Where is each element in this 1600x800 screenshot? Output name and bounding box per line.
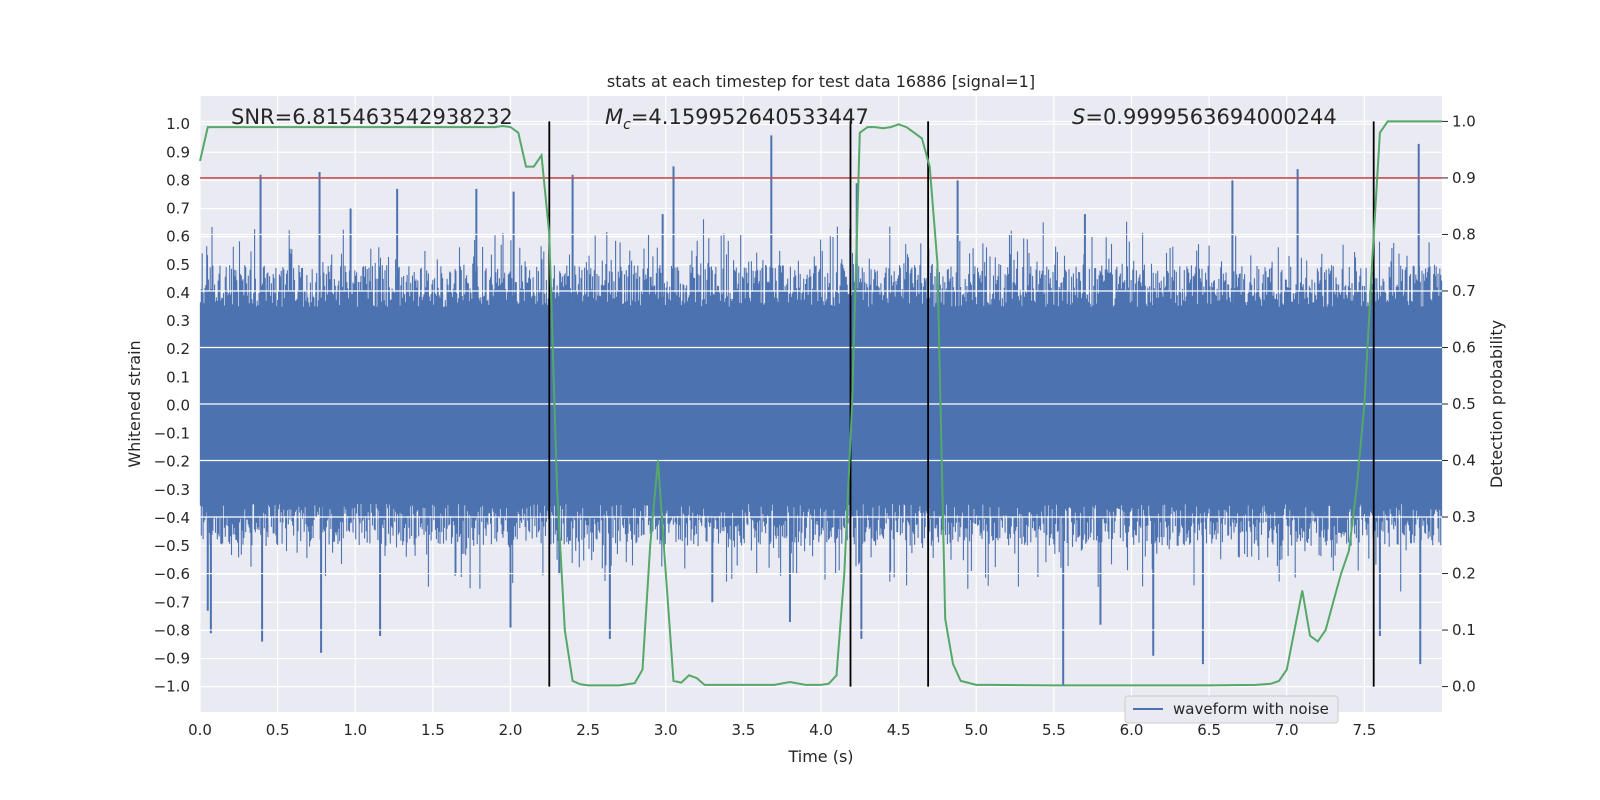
mc-symbol: M xyxy=(605,105,623,129)
y-tick-label: 0.2 xyxy=(166,340,190,358)
y-tick-label: −0.2 xyxy=(154,453,190,471)
x-tick-label: 4.5 xyxy=(887,721,911,739)
y2-tick-label: 0.1 xyxy=(1452,621,1476,639)
y2-tick-label: 0.4 xyxy=(1452,452,1476,470)
y-tick-label: 0.5 xyxy=(166,256,190,274)
y2-tick-label: 0.6 xyxy=(1452,338,1476,356)
y-tick-label: 0.6 xyxy=(166,228,190,246)
y-tick-label: 0.7 xyxy=(166,200,190,218)
y2-tick-label: 0.9 xyxy=(1452,169,1476,187)
x-tick-label: 0.0 xyxy=(188,721,212,739)
y2-tick-label: 0.5 xyxy=(1452,395,1476,413)
y-tick-label: 0.8 xyxy=(166,171,190,189)
y-tick-label: 0.0 xyxy=(166,396,190,414)
y-tick-label: −0.3 xyxy=(154,481,190,499)
y2-tick-label: 0.7 xyxy=(1452,282,1476,300)
y2-tick-label: 0.8 xyxy=(1452,225,1476,243)
x-tick-label: 5.5 xyxy=(1042,721,1066,739)
legend-box xyxy=(1124,695,1339,724)
chart-title: stats at each timestep for test data 168… xyxy=(607,72,1035,91)
y-tick-label: −0.1 xyxy=(154,425,190,443)
x-tick-label: 2.5 xyxy=(576,721,600,739)
y2-tick-label: 0.0 xyxy=(1452,678,1476,696)
x-tick-label: 0.5 xyxy=(266,721,290,739)
y-tick-label: 0.3 xyxy=(166,312,190,330)
mc-value: =4.159952640533447 xyxy=(631,105,869,129)
y-tick-label: −0.8 xyxy=(154,621,190,639)
snr-annotation: SNR=6.815463542938232 xyxy=(231,105,513,129)
probability-line xyxy=(199,120,1442,687)
s-value: =0.9999563694000244 xyxy=(1085,105,1336,129)
x-tick-label: 5.0 xyxy=(964,721,988,739)
x-tick-label: 3.5 xyxy=(731,721,755,739)
x-tick-label: 3.0 xyxy=(654,721,678,739)
overlays xyxy=(199,120,1442,688)
y-tick-label: −1.0 xyxy=(154,678,190,696)
x-axis-label: Time (s) xyxy=(787,747,853,766)
x-tick-label: 6.5 xyxy=(1197,721,1221,739)
axes: 0.0 0.5 1.0 1.5 2.0 2.5 3.0 3.5 4.0 4.5 5.0 5.5 6.0 6… xyxy=(154,112,1476,739)
y-tick-label: −0.6 xyxy=(154,565,190,583)
y-tick-label: 0.4 xyxy=(166,284,190,302)
y2-tick-label: 0.2 xyxy=(1452,565,1476,583)
waveform-series xyxy=(199,135,1443,687)
x-tick-label: 7.5 xyxy=(1352,721,1376,739)
x-tick-label: 6.0 xyxy=(1120,721,1144,739)
legend-label: waveform with noise xyxy=(1173,700,1329,718)
legend: waveform with noise xyxy=(1124,695,1339,724)
mc-subscript: c xyxy=(623,117,631,133)
y-tick-label: −0.5 xyxy=(154,537,190,555)
y-tick-label: 0.1 xyxy=(166,368,190,386)
x-tick-label: 7.0 xyxy=(1275,721,1299,739)
detection-stat-annotation: S=0.9999563694000244 xyxy=(1072,105,1337,129)
x-tick-label: 4.0 xyxy=(809,721,833,739)
y2-axis-label: Detection probability xyxy=(1487,320,1506,488)
s-symbol: S xyxy=(1072,105,1085,129)
x-tick-label: 1.5 xyxy=(421,721,445,739)
y-tick-label: −0.9 xyxy=(154,650,190,668)
x-tick-label: 2.0 xyxy=(499,721,523,739)
y-axis-label: Whitened strain xyxy=(125,340,144,467)
chirp-mass-annotation: Mc=4.159952640533447 xyxy=(605,105,869,133)
x-tick-label: 1.0 xyxy=(343,721,367,739)
y-tick-label: −0.4 xyxy=(154,509,190,527)
y-tick-label: −0.7 xyxy=(154,593,190,611)
y2-tick-label: 1.0 xyxy=(1452,112,1476,130)
y2-tick-label: 0.3 xyxy=(1452,508,1476,526)
y-tick-label: 0.9 xyxy=(166,143,190,161)
y-tick-label: 1.0 xyxy=(166,115,190,133)
